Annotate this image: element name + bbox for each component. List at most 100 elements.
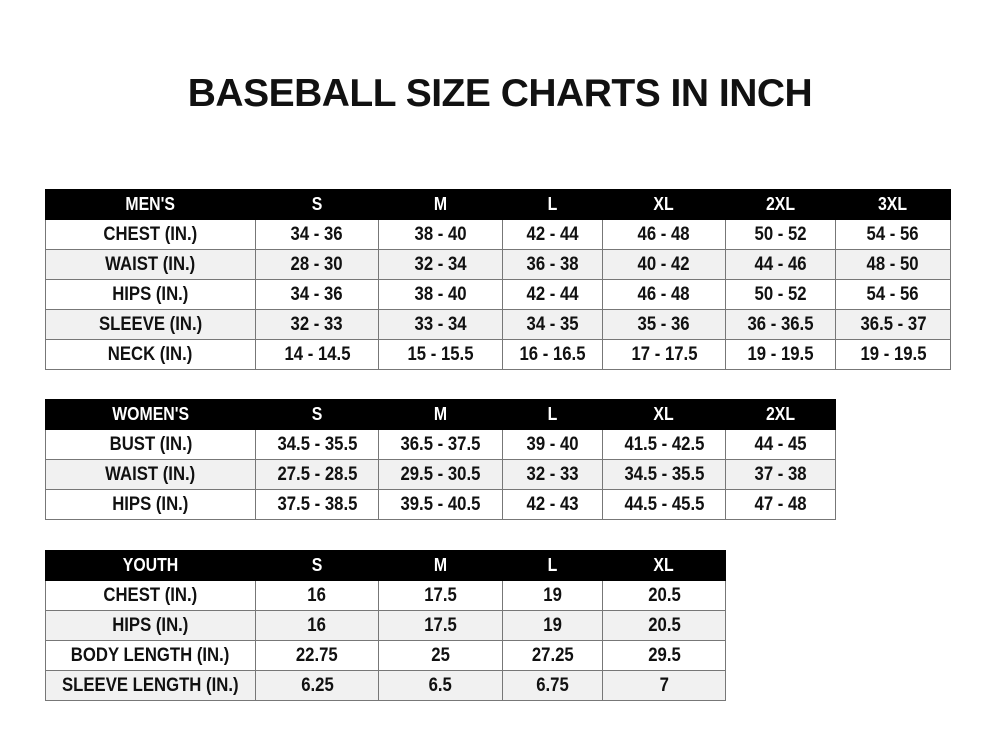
size-value: 6.75 [502,670,603,701]
size-value: 29.5 - 30.5 [378,459,503,490]
cell-text: 47 - 48 [754,493,807,515]
cell-text: HIPS (IN.) [112,493,189,515]
cell-text: 38 - 40 [414,223,467,245]
size-value: 48 - 50 [835,249,951,280]
size-value: 50 - 52 [725,279,836,310]
size-header: M [378,399,503,430]
cell-text: 6.25 [300,674,334,696]
size-header: 2XL [725,399,836,430]
table-row: CHEST (IN.) 34 - 36 38 - 40 42 - 44 46 - 48 5… [45,219,951,250]
size-value: 36.5 - 37.5 [378,429,503,460]
size-value: 7 [602,670,726,701]
size-value: 19 - 19.5 [725,339,836,370]
size-value: 16 [255,580,379,611]
cell-text: 50 - 52 [754,283,807,305]
table-row: BODY LENGTH (IN.) 22.75 25 27.25 29.5 [45,640,726,671]
cell-text: 15 - 15.5 [407,343,474,365]
size-value: 20.5 [602,580,726,611]
cell-text: WAIST (IN.) [105,463,196,485]
header-text: L [547,194,558,214]
size-value: 50 - 52 [725,219,836,250]
measurement-label: HIPS (IN.) [45,489,256,520]
cell-text: 36 - 38 [526,253,579,275]
cell-text: SLEEVE LENGTH (IN.) [62,674,239,696]
cell-text: 44 - 45 [754,433,807,455]
table-row: WAIST (IN.) 28 - 30 32 - 34 36 - 38 40 - 42 4… [45,249,951,280]
cell-text: 44.5 - 45.5 [624,493,704,515]
size-value: 19 [502,580,603,611]
cell-text: WAIST (IN.) [105,253,196,275]
measurement-label: SLEEVE LENGTH (IN.) [45,670,256,701]
measurement-label: HIPS (IN.) [45,279,256,310]
size-value: 42 - 44 [502,219,603,250]
cell-text: 42 - 44 [526,223,579,245]
size-value: 20.5 [602,610,726,641]
size-value: 16 - 16.5 [502,339,603,370]
cell-text: SLEEVE (IN.) [98,313,203,335]
size-header: M [378,189,503,220]
cell-text: 14 - 14.5 [284,343,350,365]
size-value: 14 - 14.5 [255,339,379,370]
cell-text: 19 [543,584,562,606]
header-row: MEN'S S M L XL 2XL 3XL [45,189,951,220]
size-header: XL [602,550,726,581]
cell-text: 34.5 - 35.5 [277,433,357,455]
header-text: 3XL [878,194,908,214]
header-text: XL [653,555,675,575]
size-value: 6.5 [378,670,503,701]
table-row: HIPS (IN.) 16 17.5 19 20.5 [45,610,726,641]
header-text: YOUTH [122,555,179,575]
cell-text: 36.5 - 37.5 [400,433,481,455]
cell-text: 48 - 50 [866,253,920,275]
table-row: CHEST (IN.) 16 17.5 19 20.5 [45,580,726,611]
cell-text: 40 - 42 [637,253,691,275]
cell-text: 20.5 [647,584,681,606]
cell-text: NECK (IN.) [108,343,193,365]
cell-text: 7 [659,674,669,696]
table-row: WAIST (IN.) 27.5 - 28.5 29.5 - 30.5 32 - 33… [45,459,836,490]
cell-text: 35 - 36 [637,313,691,335]
size-value: 41.5 - 42.5 [602,429,726,460]
cell-text: 16 [307,614,327,636]
cell-text: 32 - 33 [290,313,344,335]
size-value: 42 - 43 [502,489,603,520]
cell-text: 27.25 [531,644,574,666]
size-value: 34.5 - 35.5 [255,429,379,460]
table-row: NECK (IN.) 14 - 14.5 15 - 15.5 16 - 16.5 17 … [45,339,951,370]
cell-text: 39 - 40 [526,433,579,455]
header-text: XL [653,194,675,214]
header-text: WOMEN'S [112,404,189,424]
header-text: M [433,404,448,424]
size-header: 3XL [835,189,951,220]
measurement-label: BUST (IN.) [45,429,256,460]
cell-text: 6.5 [428,674,453,696]
size-header: S [255,550,379,581]
category-header: WOMEN'S [45,399,256,430]
cell-text: 50 - 52 [754,223,807,245]
header-text: 2XL [765,194,796,214]
size-value: 17.5 [378,610,503,641]
cell-text: 34 - 35 [526,313,579,335]
size-header: L [502,189,603,220]
size-value: 40 - 42 [602,249,726,280]
size-value: 19 [502,610,603,641]
size-value: 36.5 - 37 [835,309,951,340]
size-value: 28 - 30 [255,249,379,280]
cell-text: 20.5 [647,614,681,636]
size-value: 44.5 - 45.5 [602,489,726,520]
size-value: 36 - 38 [502,249,603,280]
cell-text: 42 - 43 [526,493,579,515]
cell-text: BUST (IN.) [109,433,192,455]
womens-size-table: WOMEN'S S M L XL 2XL BUST (IN.) 34.5 - 35.5 36.5… [45,399,836,520]
size-value: 17.5 [378,580,503,611]
size-value: 34 - 36 [255,219,379,250]
header-text: L [547,555,558,575]
size-value: 47 - 48 [725,489,836,520]
size-header: S [255,189,379,220]
size-value: 27.25 [502,640,603,671]
measurement-label: WAIST (IN.) [45,459,256,490]
header-text: M [433,194,448,214]
size-header: L [502,399,603,430]
cell-text: BODY LENGTH (IN.) [71,644,230,666]
measurement-label: WAIST (IN.) [45,249,256,280]
